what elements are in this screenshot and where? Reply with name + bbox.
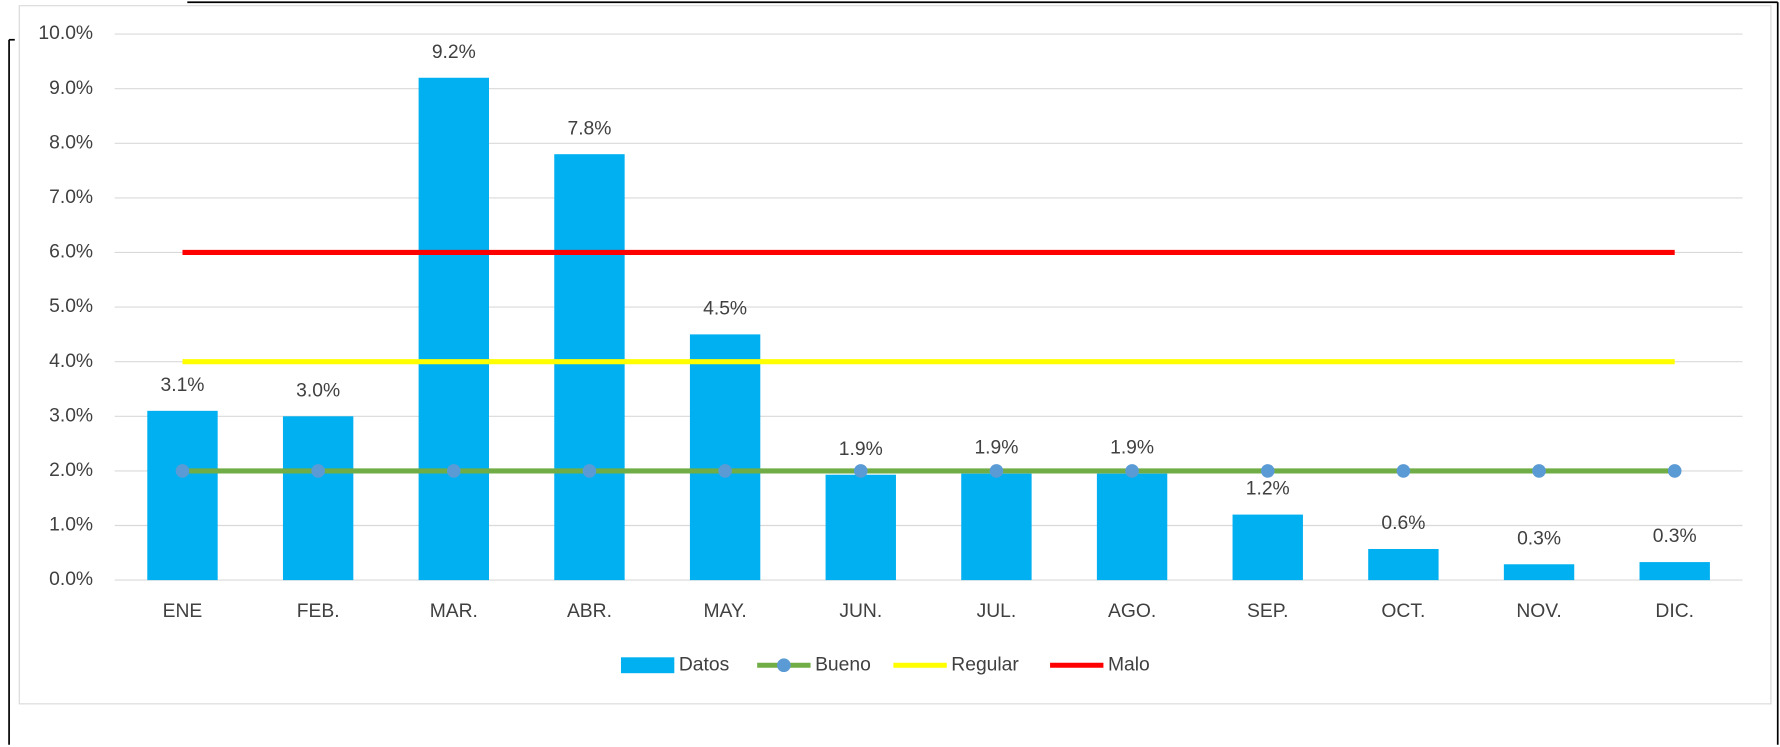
x-tick-label: OCT. (1381, 601, 1425, 622)
bar (147, 410, 218, 581)
line-marker (311, 464, 325, 478)
bar (1232, 514, 1303, 581)
legend-label: Malo (1108, 654, 1150, 675)
data-label: 0.6% (1381, 513, 1425, 534)
data-label: 9.2% (432, 42, 476, 63)
line-marker (1260, 464, 1275, 478)
x-tick-label: ENE (163, 601, 203, 622)
line-marker (718, 464, 732, 478)
x-tick-label: SEP. (1247, 601, 1288, 622)
line-marker (1667, 464, 1682, 478)
x-tick-label: MAY. (703, 601, 746, 622)
data-label: 3.1% (161, 375, 205, 396)
x-tick-label: FEB. (297, 601, 340, 622)
line-marker (582, 464, 597, 478)
legend-label: Regular (951, 654, 1019, 675)
legend-label: Datos (679, 654, 729, 675)
y-tick-label: 1.0% (49, 515, 93, 536)
line-marker (1532, 464, 1546, 478)
data-label: 0.3% (1653, 526, 1697, 547)
x-tick-label: JUN. (839, 601, 882, 622)
chart-area (18, 5, 1772, 705)
bar (282, 416, 354, 581)
y-tick-label: 7.0% (49, 187, 93, 208)
y-tick-label: 8.0% (49, 132, 93, 153)
bar (554, 154, 625, 581)
legend-marker (777, 658, 791, 673)
bar (825, 474, 896, 581)
y-tick-label: 0.0% (49, 569, 93, 590)
y-tick-label: 6.0% (49, 242, 93, 263)
line-marker (446, 464, 461, 478)
data-label: 0.3% (1517, 528, 1561, 549)
y-tick-label: 3.0% (49, 405, 93, 426)
data-label: 1.2% (1246, 479, 1290, 500)
bar (689, 334, 761, 581)
line-marker (175, 464, 190, 478)
bar (1503, 564, 1575, 581)
data-label: 4.5% (703, 299, 747, 320)
x-tick-label: MAR. (430, 601, 478, 622)
y-tick-label: 4.0% (49, 351, 93, 372)
legend-swatch (620, 657, 675, 674)
bar (1096, 473, 1168, 581)
y-tick-label: 9.0% (49, 78, 93, 99)
x-tick-label: JUL. (977, 601, 1017, 622)
line-marker (853, 464, 868, 478)
data-label: 1.9% (974, 438, 1018, 459)
x-tick-label: ABR. (567, 601, 612, 622)
bar (1368, 548, 1439, 581)
data-label: 3.0% (296, 380, 340, 401)
y-tick-label: 10.0% (38, 23, 93, 44)
bar (961, 473, 1032, 581)
bar (418, 77, 489, 581)
y-tick-label: 2.0% (49, 460, 93, 481)
data-label: 1.9% (1110, 438, 1154, 459)
legend-label: Bueno (815, 654, 871, 675)
line-marker (1396, 464, 1411, 478)
bar (1639, 562, 1710, 581)
x-tick-label: AGO. (1108, 601, 1156, 622)
data-label: 7.8% (567, 118, 611, 139)
line-marker (1125, 464, 1139, 478)
x-tick-label: NOV. (1516, 601, 1561, 622)
y-tick-label: 5.0% (49, 296, 93, 317)
line-marker (989, 464, 1004, 478)
x-tick-label: DIC. (1655, 601, 1694, 622)
data-label: 1.9% (839, 439, 883, 460)
